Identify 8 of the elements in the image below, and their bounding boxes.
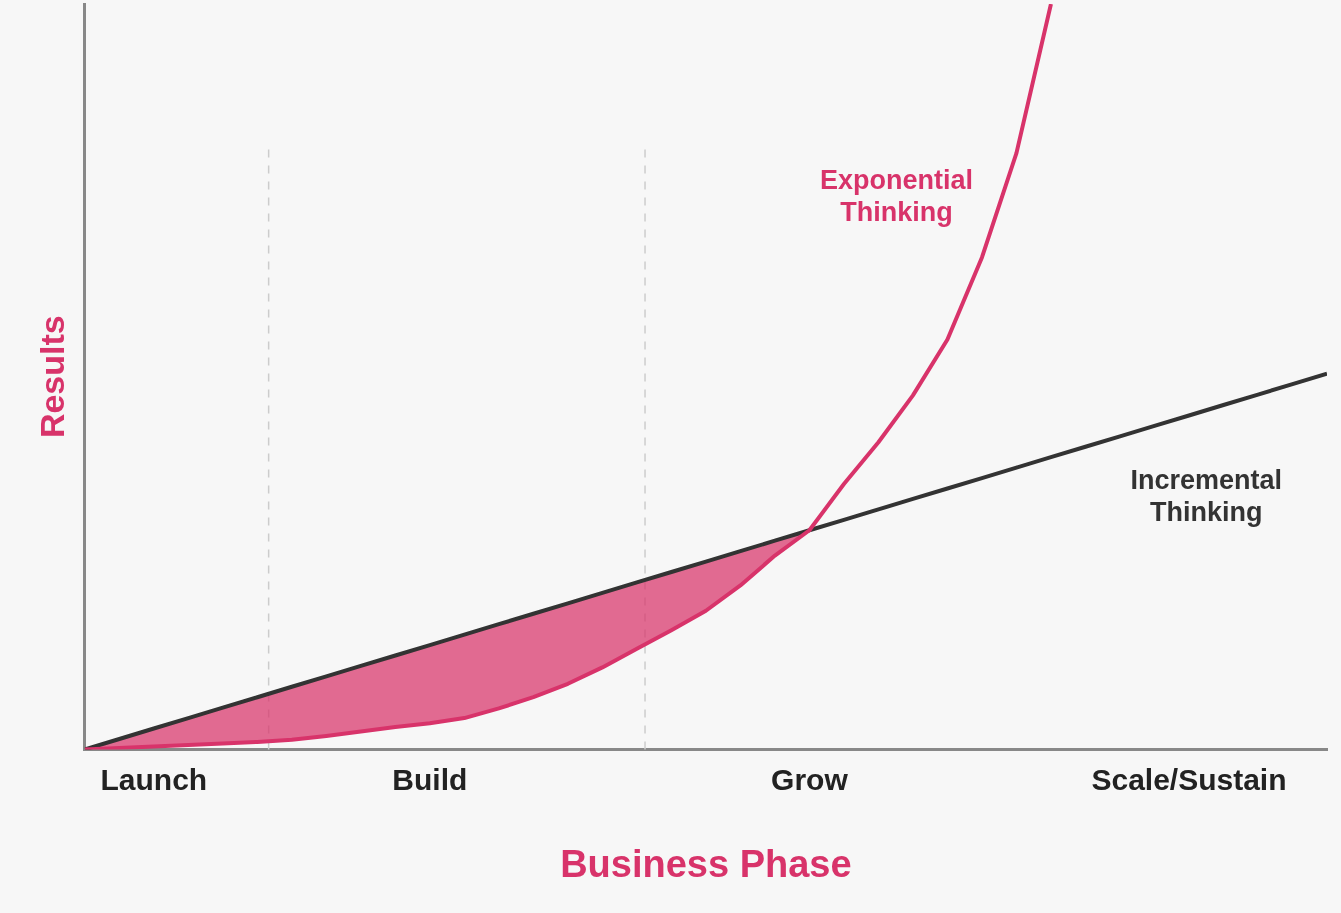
x-tick-label: Grow: [771, 762, 849, 796]
x-tick-label: Launch: [100, 762, 208, 796]
series-label: Exponential Thinking: [819, 165, 973, 227]
y-axis-title: Results: [32, 315, 71, 439]
x-axis-title: Business Phase: [560, 842, 852, 885]
x-tick-label: Build: [392, 762, 468, 796]
x-tick-label: Scale/Sustain: [1091, 762, 1287, 796]
series-label: Incremental Thinking: [1130, 464, 1282, 527]
